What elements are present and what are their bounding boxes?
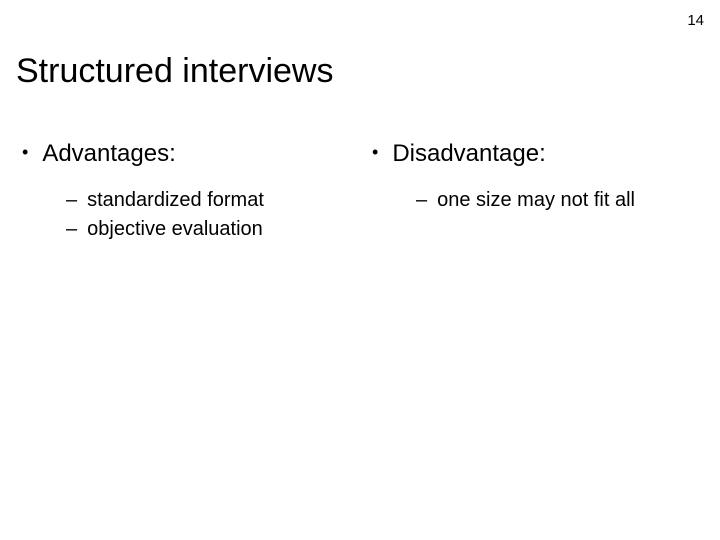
list-item: –objective evaluation bbox=[66, 215, 360, 244]
page-number: 14 bbox=[687, 12, 704, 29]
advantages-heading-text: Advantages: bbox=[42, 140, 175, 167]
content-columns: •Advantages: –standardized format –objec… bbox=[0, 140, 720, 244]
advantages-heading: • Advantages: bbox=[22, 140, 360, 168]
list-item-text: standardized format bbox=[87, 189, 264, 211]
disadvantage-column: • Disadvantage: –one size may not fit all bbox=[360, 140, 720, 244]
bullet-icon: • bbox=[22, 142, 28, 163]
list-item: –one size may not fit all bbox=[416, 186, 720, 215]
disadvantage-heading: • Disadvantage: bbox=[372, 140, 720, 168]
slide-title: Structured interviews bbox=[16, 52, 333, 91]
list-item-text: objective evaluation bbox=[87, 218, 263, 240]
advantages-list: –standardized format –objective evaluati… bbox=[22, 186, 360, 244]
disadvantage-list: –one size may not fit all bbox=[372, 186, 720, 215]
dash-icon: – bbox=[66, 186, 77, 215]
list-item-text: one size may not fit all bbox=[437, 189, 635, 211]
dash-icon: – bbox=[416, 186, 427, 215]
dash-icon: – bbox=[66, 215, 77, 244]
advantages-column: • Advantages: –standardized format –objec… bbox=[0, 140, 360, 244]
list-item: –standardized format bbox=[66, 186, 360, 215]
bullet-icon: • bbox=[372, 142, 378, 163]
disadvantage-heading-text: Disadvantage: bbox=[392, 140, 545, 167]
